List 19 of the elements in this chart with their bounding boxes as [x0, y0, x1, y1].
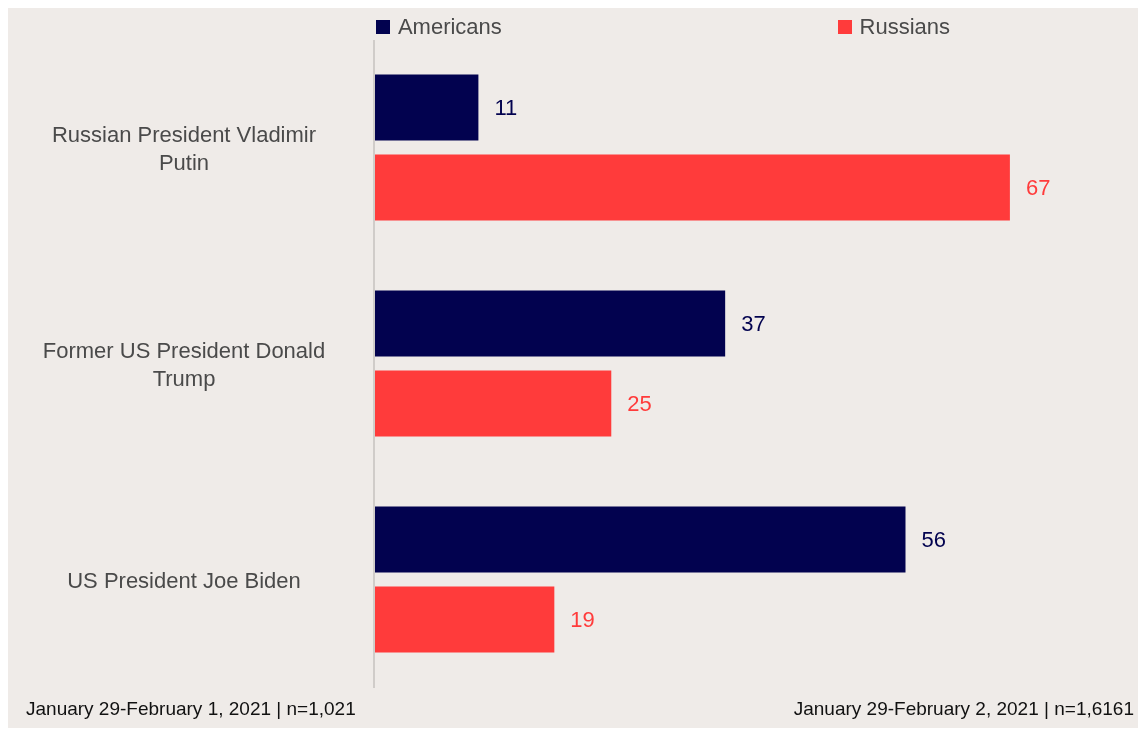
data-label: 25	[627, 391, 652, 417]
data-label: 37	[741, 311, 766, 337]
legend-label: Russians	[858, 14, 951, 40]
y-tick-label: US President Joe Biden	[67, 567, 301, 593]
bar	[374, 506, 906, 573]
bar	[374, 370, 612, 437]
data-label: 56	[921, 527, 946, 553]
y-tick-label: Russian President Vladimir Putin	[51, 121, 317, 175]
text: January 29-February 2, 2021 | n=1,6161	[793, 698, 1134, 720]
bar	[374, 290, 726, 357]
text: January 29-February 1, 2021 | n=1,021	[26, 698, 356, 720]
bar	[374, 586, 555, 653]
data-label: 11	[494, 95, 518, 121]
legend-label: Americans	[396, 14, 502, 40]
data-label: 19	[570, 607, 595, 633]
bar	[374, 154, 1010, 221]
data-label: 67	[1025, 175, 1051, 201]
y-tick-label: Former US President Donald Trump	[42, 337, 326, 391]
bar	[374, 74, 479, 141]
